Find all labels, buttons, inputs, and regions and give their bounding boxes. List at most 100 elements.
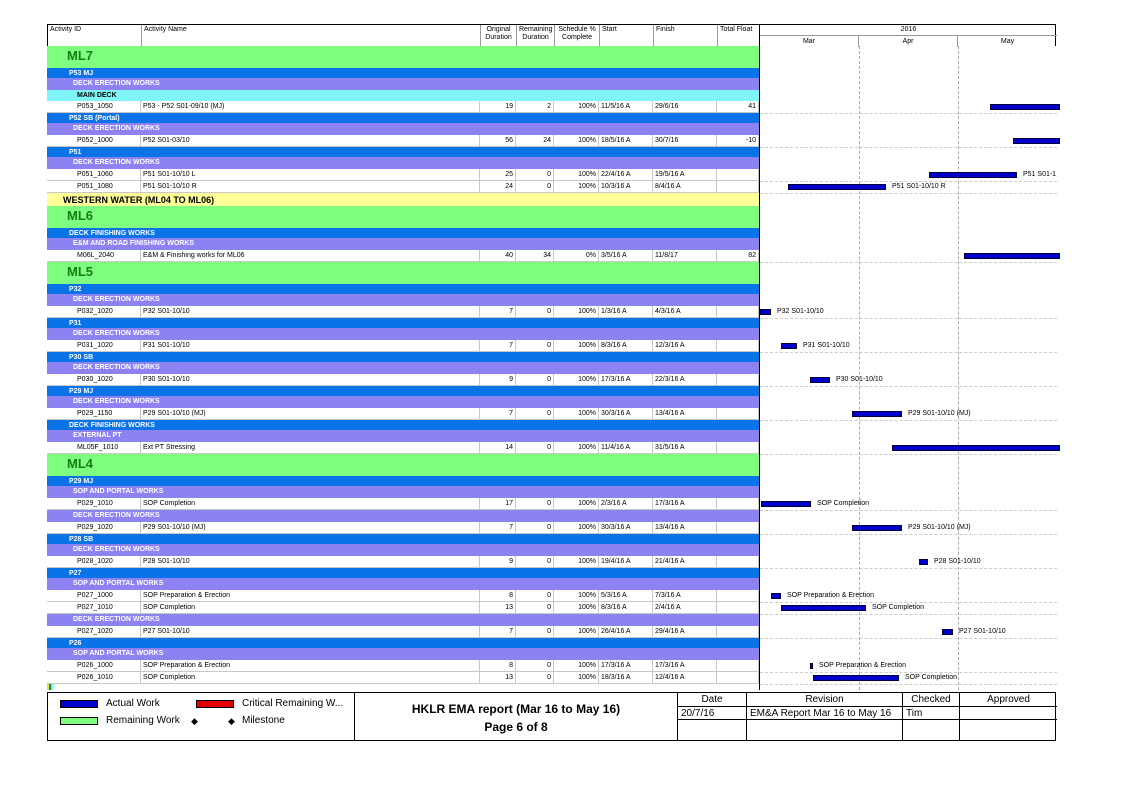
signoff-date-value[interactable]: 20/7/16 [681,708,715,719]
gantt-bar-P053_1050[interactable] [990,104,1060,110]
col-header-original-duration[interactable]: Original Duration [481,25,517,47]
activity-row[interactable]: P051_1060 P51 S01-10/10 L 25 0 100% 22/4/16 A… [47,169,759,181]
col-header-total-float[interactable]: Total Float [718,25,760,47]
wbs-heading-level3[interactable]: DECK ERECTION WORKS [47,294,759,306]
wbs-heading-level2[interactable]: P52 SB (Portal) [47,113,759,123]
schedule-pct-cell: 100% [554,660,599,671]
gantt-bar-P029_1010[interactable] [761,501,811,507]
gantt-bar-ML05F_1010[interactable] [892,445,1060,451]
gantt-bar-P027_1020[interactable] [942,629,953,635]
signoff-revision-value[interactable]: EM&A Report Mar 16 to May 16 [750,708,892,719]
col-header-activity-name[interactable]: Activity Name [142,25,481,47]
wbs-heading-level2[interactable]: DECK FINISHING WORKS [47,420,759,430]
wbs-heading-level3[interactable]: DECK ERECTION WORKS [47,544,759,556]
activity-id-cell: P029_1150 [75,408,141,419]
wbs-heading-level1[interactable]: ML4 [47,454,759,476]
activity-row[interactable]: P028_1020 P28 S01-10/10 9 0 100% 19/4/16 A 21/… [47,556,759,568]
activity-row[interactable]: M06L_2040 E&M & Finishing works for ML06 4… [47,250,759,262]
gantt-bar-P051_1060[interactable] [929,172,1017,178]
wbs-heading-level3[interactable]: SOP AND PORTAL WORKS [47,578,759,590]
col-header-remaining-duration[interactable]: Remaining Duration [517,25,555,47]
wbs-heading-level2[interactable]: P29 MJ [47,386,759,396]
gantt-bar-P031_1020[interactable] [781,343,797,349]
start-date-cell: 8/3/16 A [599,602,653,613]
gantt-bar-P051_1080[interactable] [788,184,886,190]
wbs-heading-level1[interactable]: ML6 [47,206,759,228]
signoff-checked-value[interactable]: Tim [906,708,923,719]
wbs-heading-level1[interactable]: WESTERN WATER (ML04 TO ML06) [47,193,759,206]
wbs-heading-level2[interactable]: P26 [47,638,759,648]
wbs-heading-level3[interactable]: DECK ERECTION WORKS [47,157,759,169]
schedule-sheet: Activity ID Activity Name Original Durat… [47,24,1060,741]
gantt-bar-P030_1020[interactable] [810,377,830,383]
wbs-heading-level3[interactable]: E&M AND ROAD FINISHING WORKS [47,238,759,250]
gantt-bar-P029_1150[interactable] [852,411,902,417]
gantt-bar-P026_1000[interactable] [810,663,813,669]
wbs-heading-level2[interactable]: P32 [47,284,759,294]
wbs-heading-level3[interactable]: DECK ERECTION WORKS [47,123,759,135]
activity-row[interactable]: P053_1050 P53 - P52 S01-09/10 (MJ) 19 2 100%… [47,101,759,113]
wbs-heading-level1[interactable]: ML7 [47,46,759,68]
activity-row[interactable]: P027_1000 SOP Preparation & Erection 8 0 100… [47,590,759,602]
gantt-bar-P032_1020[interactable] [760,309,771,315]
wbs-heading-text: DECK FINISHING WORKS [69,230,155,237]
wbs-heading-level2[interactable]: P28 SB [47,534,759,544]
wbs-heading-level3[interactable]: SOP AND PORTAL WORKS [47,648,759,660]
activity-row[interactable]: ML05F_1010 Ext PT Stressing 14 0 100% 11/4/16… [47,442,759,454]
activity-id-cell: ML05F_1010 [75,442,141,453]
gantt-bar-P029_1020[interactable] [852,525,902,531]
col-header-schedule-pct[interactable]: Schedule % Complete [555,25,600,47]
wbs-heading-level3[interactable]: DECK ERECTION WORKS [47,362,759,374]
timescale-month-apr: Apr [859,36,958,47]
activity-row[interactable]: P029_1150 P29 S01-10/10 (MJ) 7 0 100% 30/3/16… [47,408,759,420]
wbs-heading-level3[interactable]: EXTERNAL PT [47,430,759,442]
gantt-bar-P052_1000[interactable] [1013,138,1060,144]
gantt-bar-label: P29 S01-10/10 (MJ) [908,524,971,531]
activity-row[interactable]: P027_1010 SOP Completion 13 0 100% 8/3/16 A 2/… [47,602,759,614]
col-header-activity-id[interactable]: Activity ID [48,25,142,47]
gantt-bar-M06L_2040[interactable] [964,253,1060,259]
gantt-bar-P027_1000[interactable] [771,593,781,599]
activity-id-cell: P051_1060 [75,169,141,180]
wbs-heading-level2[interactable]: P30 SB [47,352,759,362]
finish-date-cell: 30/7/16 [653,135,717,146]
wbs-heading-level2[interactable]: P29 MJ [47,476,759,486]
gantt-bar-label: SOP Preparation & Erection [787,592,875,599]
wbs-heading-level3[interactable]: DECK ERECTION WORKS [47,510,759,522]
activity-row[interactable]: P030_1020 P30 S01-10/10 9 0 100% 17/3/16 A 22/… [47,374,759,386]
wbs-heading-text: ML6 [67,208,93,223]
wbs-heading-level3[interactable]: DECK ERECTION WORKS [47,78,759,90]
col-header-start[interactable]: Start [600,25,654,47]
wbs-heading-level3[interactable]: DECK ERECTION WORKS [47,614,759,626]
gantt-row-divider [760,602,1057,603]
activity-row[interactable]: P051_1080 P51 S01-10/10 R 24 0 100% 10/3/16 A… [47,181,759,193]
wbs-heading-level3[interactable]: DECK ERECTION WORKS [47,328,759,340]
activity-row[interactable]: P031_1020 P31 S01-10/10 7 0 100% 8/3/16 A 12/3… [47,340,759,352]
wbs-heading-level3[interactable]: SOP AND PORTAL WORKS [47,486,759,498]
start-date-cell: 11/4/16 A [599,442,653,453]
schedule-pct-cell: 100% [554,101,599,112]
gantt-bar-P027_1010[interactable] [781,605,866,611]
wbs-heading-level1[interactable]: ML5 [47,262,759,284]
activity-row[interactable]: P029_1010 SOP Completion 17 0 100% 2/3/16 A 17… [47,498,759,510]
activity-row[interactable]: P029_1020 P29 S01-10/10 (MJ) 7 0 100% 30/3/16… [47,522,759,534]
wbs-heading-level4[interactable]: MAIN DECK [47,90,759,101]
wbs-heading-level3[interactable]: DECK ERECTION WORKS [47,396,759,408]
gantt-bar-P026_1010[interactable] [813,675,899,681]
activity-row[interactable]: P027_1020 P27 S01-10/10 7 0 100% 26/4/16 A 29/… [47,626,759,638]
wbs-heading-level2[interactable]: P31 [47,318,759,328]
activity-row[interactable]: P026_1000 SOP Preparation & Erection 8 0 100… [47,660,759,672]
signoff-checked-header: Checked [903,693,960,740]
col-header-finish[interactable]: Finish [654,25,718,47]
start-date-cell: 18/3/16 A [599,672,653,683]
wbs-heading-level2[interactable]: P27 [47,568,759,578]
wbs-heading-level2[interactable]: DECK FINISHING WORKS [47,228,759,238]
wbs-heading-level2[interactable]: P51 [47,147,759,157]
original-duration-cell: 7 [480,408,516,419]
wbs-heading-level2[interactable]: P53 MJ [47,68,759,78]
wbs-heading-text: SOP AND PORTAL WORKS [73,650,164,657]
activity-row[interactable]: P032_1020 P32 S01-10/10 7 0 100% 1/3/16 A 4/3/… [47,306,759,318]
gantt-bar-P028_1020[interactable] [919,559,928,565]
